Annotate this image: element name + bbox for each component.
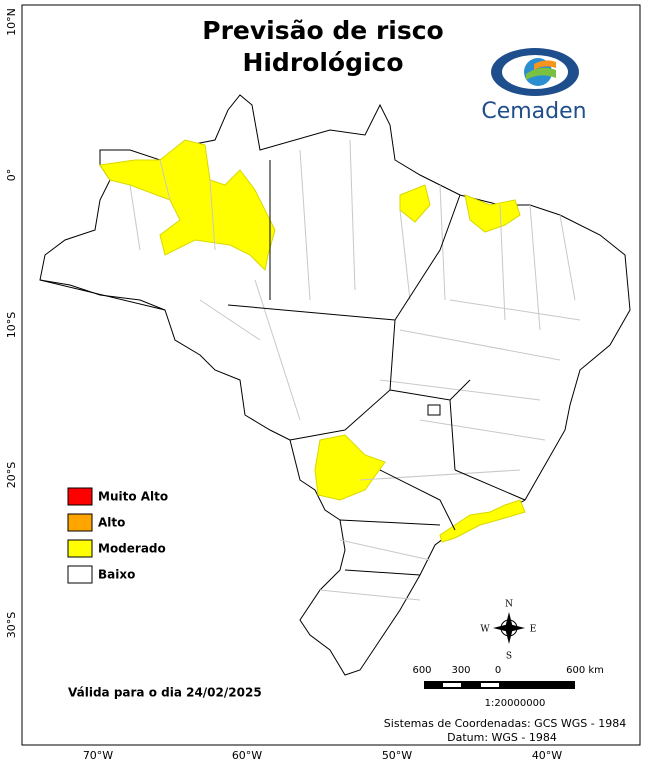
scale-segment — [443, 683, 461, 687]
legend-label: Alto — [98, 516, 125, 530]
country-outline — [39, 94, 631, 676]
moderate-region — [314, 434, 386, 501]
moderate-region — [99, 139, 276, 272]
moderate-region — [464, 194, 521, 233]
credit: Sistemas de Coordenadas: GCS WGS - 1984 — [384, 717, 626, 730]
lat-label: 10°N — [5, 8, 18, 36]
title: Hidrológico — [242, 48, 403, 77]
moderate-regions — [99, 139, 526, 543]
compass-rose — [493, 612, 525, 644]
scale-label: 600 km — [566, 665, 604, 676]
map-frame — [21, 4, 641, 746]
legend-swatch — [67, 539, 93, 558]
legend-label: Muito Alto — [98, 490, 168, 504]
lat-label: 0° — [5, 169, 18, 182]
lon-label: 40°W — [532, 749, 562, 762]
credit: Datum: WGS - 1984 — [447, 731, 557, 744]
scale-label: 300 — [451, 665, 470, 676]
scale-label: 600 — [412, 665, 431, 676]
compass-w: W — [480, 625, 490, 635]
scale-label: 0 — [495, 665, 501, 676]
scale-ratio: 1:20000000 — [485, 698, 546, 709]
compass-n: N — [505, 600, 513, 610]
compass: N S E W — [480, 600, 536, 662]
legend-swatch — [67, 565, 93, 584]
lon-label: 50°W — [382, 749, 412, 762]
logo-wave — [526, 67, 556, 80]
legend-swatch — [67, 487, 93, 506]
compass-s: S — [506, 652, 512, 662]
compass-e: E — [530, 625, 537, 635]
logo: Cemaden — [481, 48, 587, 124]
moderate-region — [399, 184, 431, 223]
legend-swatch — [67, 513, 93, 532]
graticule-labels: 10°N 0° 10°S 20°S 30°S 70°W 60°W 50°W 40°W — [5, 8, 562, 762]
lat-label: 10°S — [5, 312, 18, 338]
scale-bar: 1:20000000 — [424, 681, 575, 709]
lat-label: 20°S — [5, 462, 18, 488]
valid-date: Válida para o dia 24/02/2025 — [68, 686, 262, 700]
moderate-region — [439, 499, 526, 543]
scale-labels: 600 300 0 600 km — [412, 665, 603, 676]
legend: Muito Alto Alto Moderado Baixo — [67, 487, 168, 584]
title: Previsão de risco — [202, 16, 443, 45]
scale-segment — [424, 681, 575, 689]
legend-label: Baixo — [98, 568, 135, 582]
state-borders — [39, 139, 581, 601]
scale-segment — [481, 683, 499, 687]
logo-wave — [534, 60, 556, 70]
lon-label: 70°W — [83, 749, 113, 762]
region-border — [39, 160, 526, 576]
logo-text: Cemaden — [481, 99, 586, 124]
lat-label: 30°S — [5, 612, 18, 638]
lon-label: 60°W — [232, 749, 262, 762]
legend-label: Moderado — [98, 542, 166, 556]
